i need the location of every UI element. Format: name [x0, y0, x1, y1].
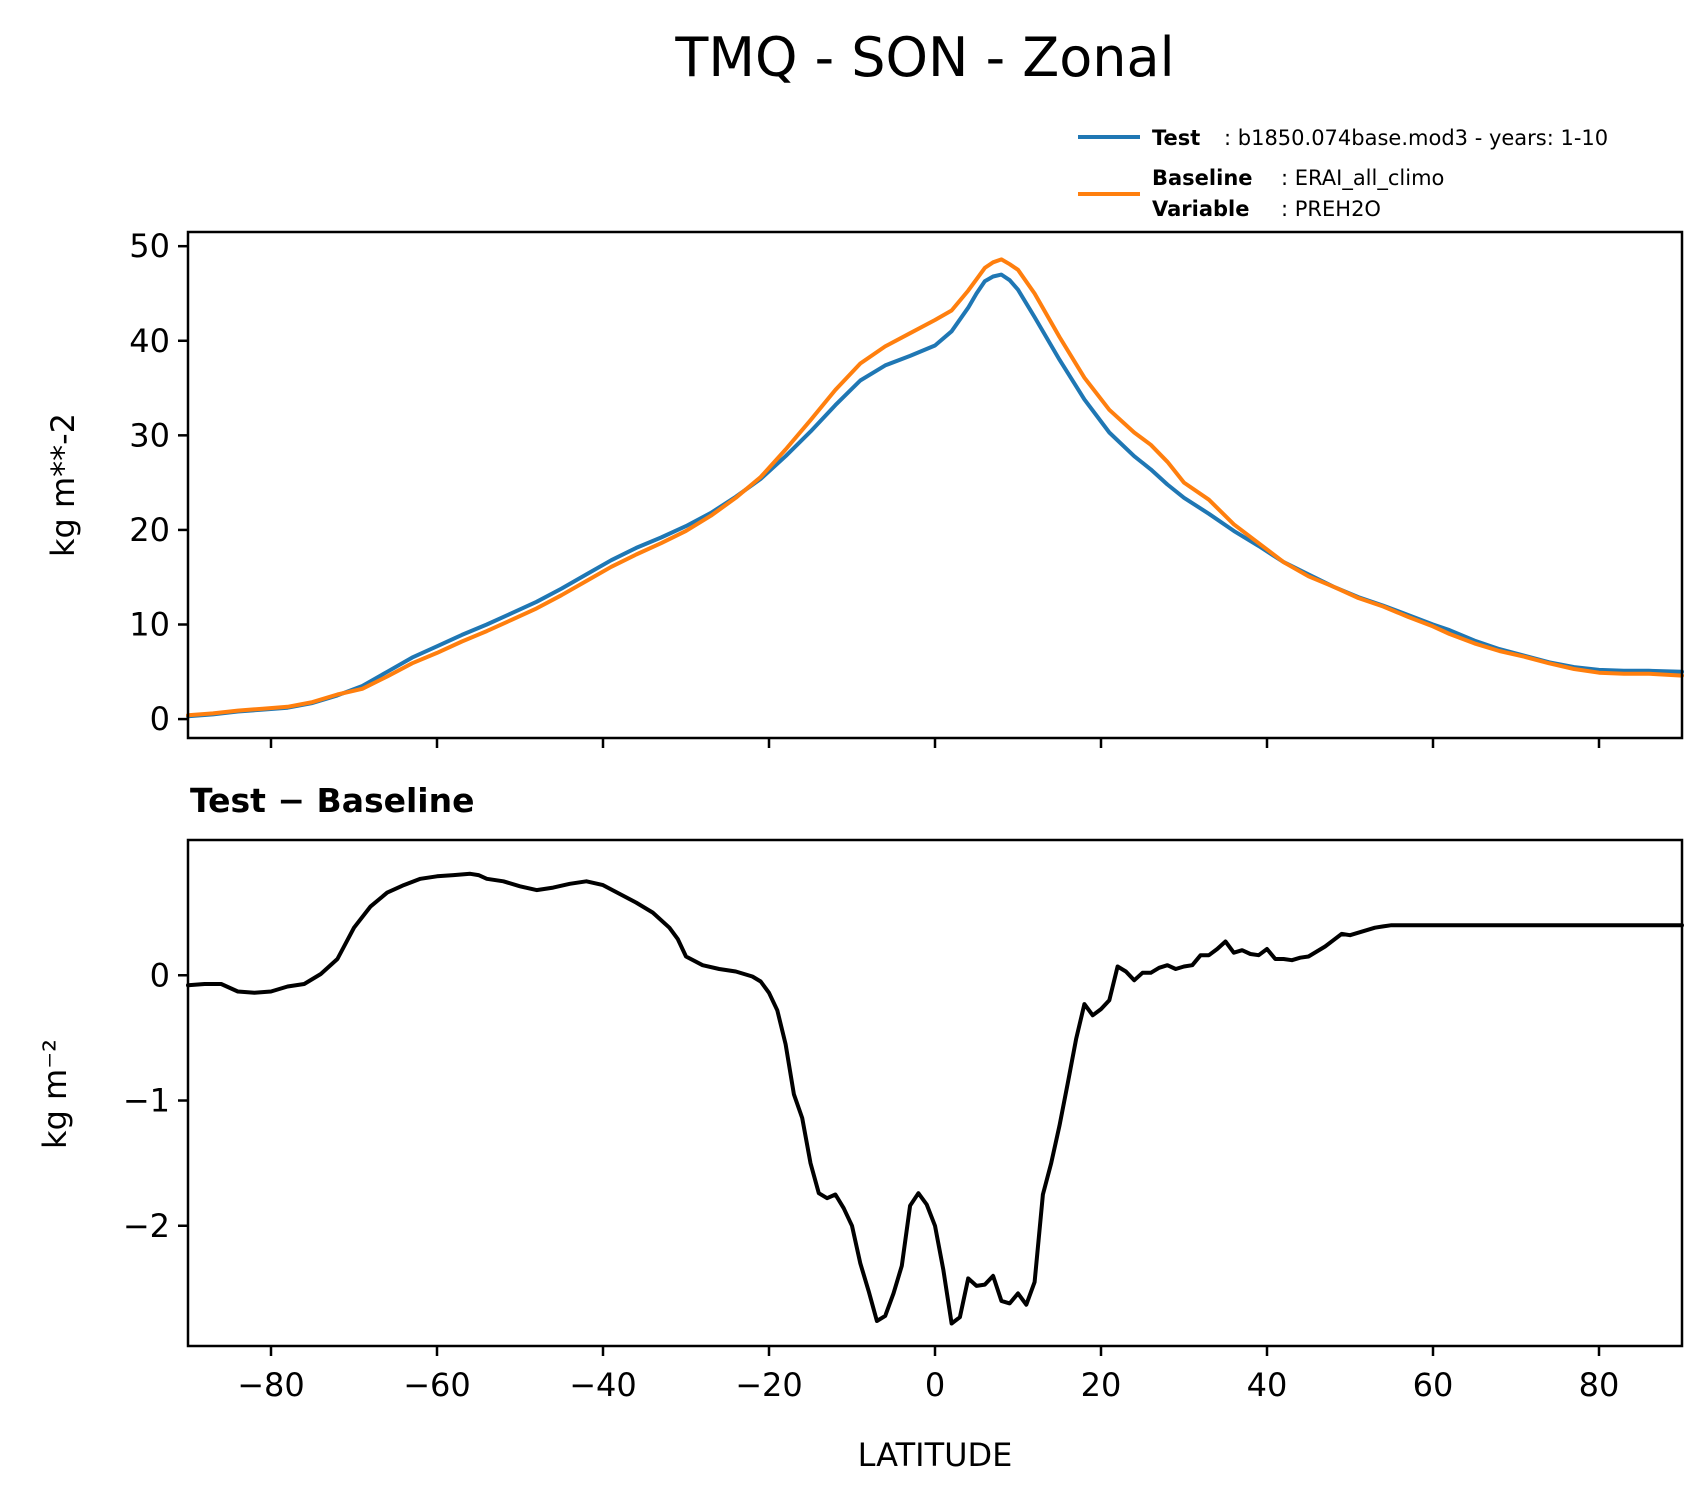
bottom-y-axis-label: kg m⁻²	[36, 1039, 74, 1149]
baseline-series-line	[186, 257, 1684, 718]
bottom-y-axis: 0 −1 −2	[123, 956, 188, 1245]
y-tick-label: 40	[129, 322, 170, 360]
bottom-panel: Test − Baseline 0 −1 −2 −80 −60 −40 −20 0 20 40 6…	[36, 781, 1684, 1474]
x-axis-label: LATITUDE	[858, 1436, 1013, 1474]
x-tick-label: 60	[1413, 1366, 1454, 1404]
top-series-group	[186, 257, 1684, 719]
x-tick-label: −60	[403, 1366, 471, 1404]
x-tick-label: 0	[925, 1366, 945, 1404]
y-tick-label: 0	[150, 700, 170, 738]
top-y-axis: 0 10 20 30 40 50	[129, 227, 188, 738]
legend-variable-key: Variable	[1152, 197, 1249, 221]
x-tick-label: −20	[735, 1366, 803, 1404]
bottom-x-axis: −80 −60 −40 −20 0 20 40 60 80	[237, 1346, 1619, 1404]
bottom-panel-title: Test − Baseline	[190, 781, 475, 820]
legend: Test : b1850.074base.mod3 - years: 1-10 …	[1078, 126, 1608, 221]
y-tick-label: 50	[129, 227, 170, 265]
y-tick-label: 20	[129, 511, 170, 549]
y-tick-label: −2	[123, 1207, 170, 1245]
x-tick-label: 20	[1081, 1366, 1122, 1404]
top-y-axis-label: kg m**-2	[44, 413, 82, 557]
legend-baseline-key: Baseline	[1152, 166, 1253, 190]
legend-test-key: Test	[1152, 126, 1200, 150]
x-tick-label: −80	[237, 1366, 305, 1404]
legend-baseline-value: : ERAI_all_climo	[1281, 166, 1444, 191]
legend-test-value: : b1850.074base.mod3 - years: 1-10	[1224, 126, 1608, 150]
x-tick-label: 40	[1247, 1366, 1288, 1404]
bottom-series-group	[186, 871, 1684, 1326]
y-tick-label: −1	[123, 1082, 170, 1120]
y-tick-label: 30	[129, 416, 170, 454]
x-tick-label: −40	[569, 1366, 637, 1404]
figure-title: TMQ - SON - Zonal	[674, 26, 1174, 89]
y-tick-label: 0	[150, 956, 170, 994]
y-tick-label: 10	[129, 606, 170, 644]
legend-variable-value: : PREH2O	[1281, 197, 1381, 221]
top-panel: 0 10 20 30 40 50 kg m**-2	[44, 227, 1684, 748]
top-x-axis	[269, 738, 1601, 748]
x-tick-label: 80	[1579, 1366, 1620, 1404]
bottom-difference-series-line	[186, 871, 1684, 1326]
